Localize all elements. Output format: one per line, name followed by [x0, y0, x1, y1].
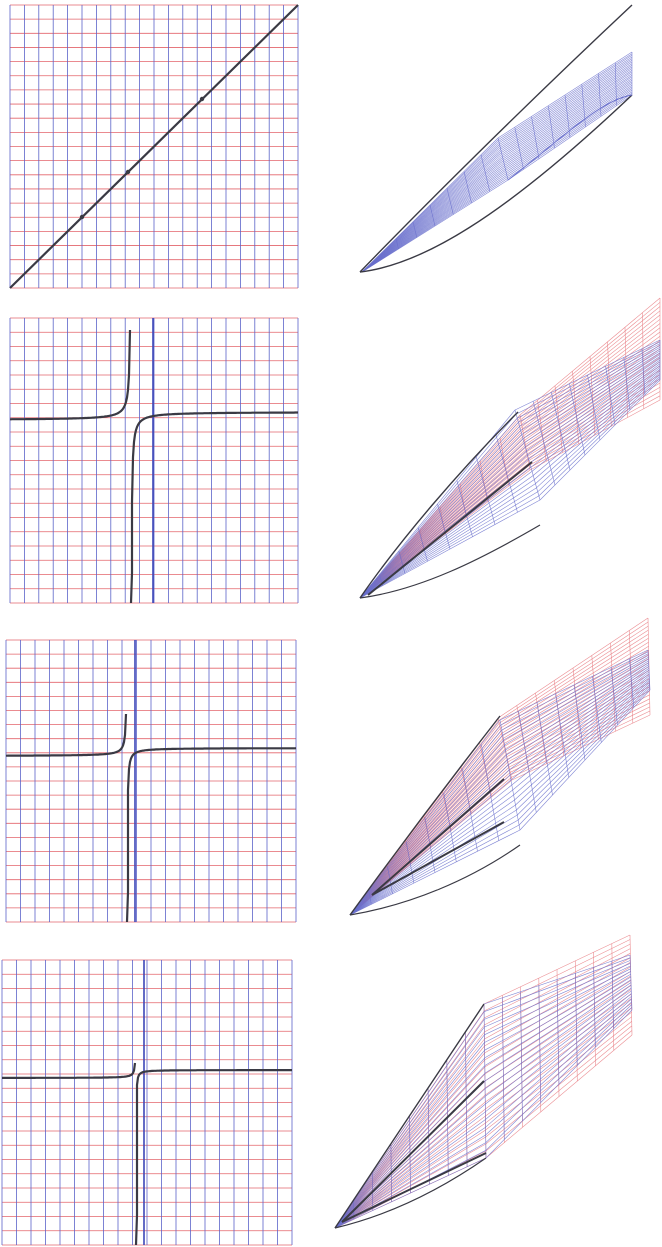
mesh-line — [641, 348, 646, 396]
row-2 — [9, 297, 661, 604]
mesh-line — [536, 702, 553, 796]
mesh-line — [480, 154, 491, 192]
planar-grid-3 — [5, 639, 297, 923]
mesh-line — [554, 385, 563, 453]
mesh-line — [495, 433, 518, 513]
surface-outline-upper — [349, 715, 501, 916]
mesh-line — [587, 374, 601, 441]
mesh-line — [446, 188, 454, 215]
mesh-line — [615, 62, 617, 106]
mesh-line — [417, 527, 428, 562]
planar-grid-4 — [1, 959, 293, 1246]
mesh-line — [623, 357, 631, 411]
mesh-line — [429, 204, 436, 227]
hyperbola-branch-left — [10, 329, 132, 421]
hyperbola-branch-left — [6, 713, 128, 757]
surface-2 — [359, 297, 661, 599]
surface-outline-lower — [359, 94, 633, 273]
surface-inner-line-1 — [341, 1080, 485, 1223]
mesh-line — [532, 401, 556, 486]
mesh-line — [368, 890, 372, 905]
surface-3 — [349, 617, 651, 916]
surface-inner-line-1 — [371, 778, 505, 896]
mesh-line — [569, 383, 586, 456]
surface-outline-upper — [359, 4, 633, 273]
mesh-line — [589, 356, 596, 436]
mesh-line — [556, 979, 560, 1085]
surface-outline-lower — [334, 1157, 487, 1229]
mesh-line — [575, 973, 578, 1066]
surface-outline-lower — [359, 524, 541, 599]
identity-curve — [9, 4, 299, 289]
mesh-line — [610, 667, 618, 726]
mesh-line — [592, 676, 602, 743]
hyperbola-branch-left — [2, 1062, 137, 1079]
hyperbola-branch-right — [134, 1069, 292, 1246]
surface-4 — [334, 934, 633, 1229]
mesh-line — [437, 503, 451, 550]
mesh-line — [463, 171, 472, 204]
mesh-line — [476, 456, 496, 525]
grid-lines — [5, 639, 297, 923]
mesh-line — [497, 137, 509, 181]
row-4 — [1, 934, 633, 1246]
grid-lines — [9, 4, 299, 289]
mesh-blue-2 — [359, 339, 661, 599]
mesh-line — [518, 711, 537, 813]
row-3 — [5, 617, 651, 923]
mesh-line — [629, 954, 633, 1011]
mesh-line — [514, 127, 524, 170]
mesh-line — [624, 327, 628, 418]
mesh-line — [573, 684, 586, 761]
mesh-line — [647, 649, 651, 691]
mesh-line — [531, 116, 540, 159]
mesh-line — [611, 961, 615, 1029]
surface-outline-upper — [334, 1003, 485, 1229]
mesh-line — [412, 221, 418, 238]
surface-1 — [359, 4, 633, 273]
curve-point — [125, 169, 131, 175]
mesh-line — [519, 414, 531, 471]
mesh-line — [514, 409, 541, 501]
surface-outline-lower — [349, 844, 521, 916]
mesh-line — [398, 550, 406, 574]
mesh-line — [605, 366, 616, 426]
mesh-red-2 — [359, 297, 661, 599]
planar-grid-1 — [9, 4, 299, 289]
surface-inner-line-2 — [371, 821, 505, 896]
planar-grid-2 — [9, 317, 299, 604]
mesh-line — [598, 73, 602, 117]
mesh-line — [555, 693, 570, 778]
mesh-line — [499, 719, 521, 831]
mesh-line — [551, 392, 571, 471]
mesh-line — [581, 84, 586, 127]
mesh-line — [483, 1003, 487, 1159]
mesh-line — [395, 238, 399, 250]
mesh-line — [502, 997, 505, 1140]
mesh-line — [378, 255, 381, 261]
mesh-line — [642, 312, 645, 409]
row-1 — [9, 4, 633, 289]
curve-point — [199, 96, 205, 102]
hyperbola-branch-right — [125, 747, 297, 923]
mesh-blue-1 — [361, 51, 633, 273]
surface-edge-tip — [507, 94, 633, 181]
mesh-line — [572, 371, 580, 444]
mesh-line — [456, 480, 473, 537]
surface-inner-line — [367, 461, 533, 596]
mesh-line — [520, 991, 523, 1122]
mesh-blue-4 — [334, 954, 633, 1229]
mesh-blue-3 — [349, 649, 651, 916]
grid-lines — [1, 959, 293, 1246]
curve-point — [79, 214, 85, 220]
surface-outline-upper — [359, 411, 519, 599]
mesh-line — [593, 967, 596, 1048]
mesh-line — [538, 985, 542, 1103]
mesh-line — [629, 658, 635, 708]
surface-inner-line-2 — [341, 1152, 487, 1223]
grid-lines — [9, 317, 299, 604]
hyperbola-branch-right — [129, 411, 298, 604]
mesh-line — [548, 105, 555, 149]
